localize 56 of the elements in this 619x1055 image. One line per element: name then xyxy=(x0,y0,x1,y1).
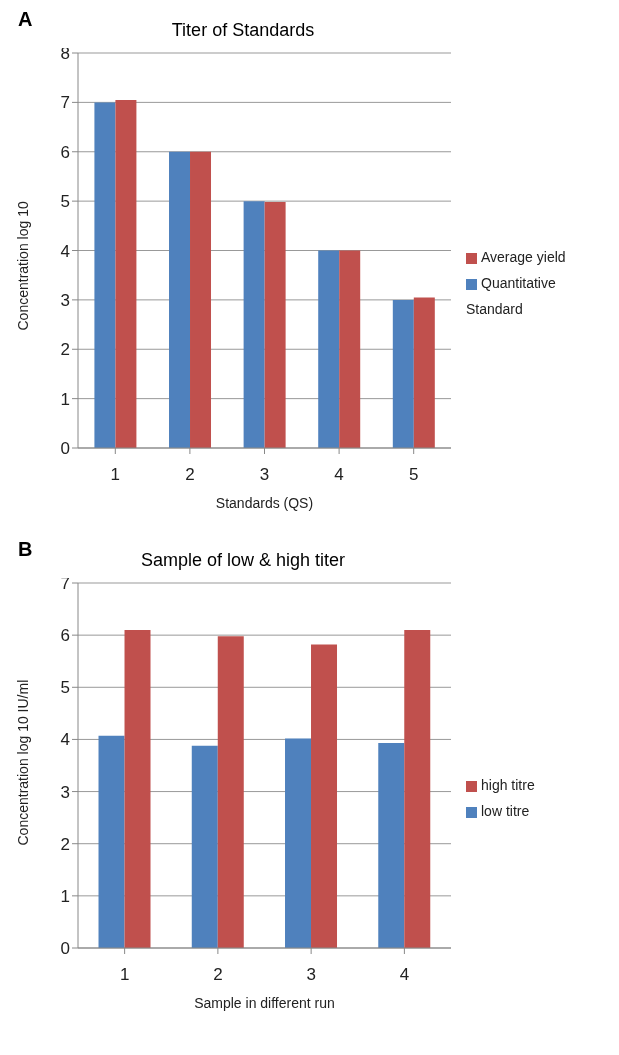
bar xyxy=(264,202,286,448)
bar xyxy=(311,644,338,948)
bar xyxy=(217,636,244,948)
bar xyxy=(190,151,212,448)
x-tick-label: 2 xyxy=(213,965,223,985)
y-axis-title: Concentration log 10 xyxy=(14,201,31,331)
y-tick-label: 4 xyxy=(60,241,70,261)
legend-label: low titre xyxy=(481,803,530,819)
x-tick-label: 3 xyxy=(259,465,270,485)
bar xyxy=(243,201,265,448)
text: A xyxy=(18,8,33,31)
y-tick-label: 3 xyxy=(60,782,70,802)
bar xyxy=(124,629,151,948)
bar xyxy=(285,738,312,948)
y-tick-label: 1 xyxy=(60,389,70,409)
x-tick-label: 3 xyxy=(306,965,316,985)
y-tick-label: 5 xyxy=(60,678,70,698)
x-axis-title: Sample in different run xyxy=(194,995,335,1011)
x-tick-label: 1 xyxy=(110,465,121,485)
bar xyxy=(98,735,125,948)
bar xyxy=(392,299,414,448)
bar xyxy=(169,151,191,448)
y-tick-label: 4 xyxy=(60,730,70,750)
y-tick-label: 1 xyxy=(60,886,70,906)
x-axis-title: Standards (QS) xyxy=(215,495,314,511)
bar xyxy=(404,629,431,948)
y-tick-label: 0 xyxy=(60,439,70,459)
x-tick-label: 2 xyxy=(185,465,195,485)
y-tick-label: 6 xyxy=(60,142,70,162)
text: B xyxy=(18,538,33,561)
y-tick-label: 0 xyxy=(60,939,70,959)
bar xyxy=(339,250,361,448)
y-tick-label: 2 xyxy=(60,340,70,360)
chart-title: Titer of Standards xyxy=(171,20,315,40)
x-tick-label: 1 xyxy=(119,965,130,985)
y-tick-label: 8 xyxy=(60,44,70,64)
x-tick-label: 5 xyxy=(408,465,419,485)
y-tick-label: 3 xyxy=(60,290,70,310)
bar xyxy=(115,99,137,448)
y-tick-label: 5 xyxy=(60,192,70,212)
bar xyxy=(94,102,116,448)
x-tick-label: 4 xyxy=(334,465,344,485)
y-tick-label: 6 xyxy=(60,626,70,646)
y-axis-title: Concentration log 10 IU/ml xyxy=(14,679,31,846)
y-tick-label: 7 xyxy=(60,93,70,113)
legend-label: high titre xyxy=(481,777,535,793)
legend-label: Quantitative Standard xyxy=(466,275,556,317)
bar xyxy=(318,250,340,448)
bar xyxy=(413,297,435,448)
bar xyxy=(378,743,405,948)
x-tick-label: 4 xyxy=(399,965,410,985)
y-tick-label: 7 xyxy=(60,574,70,594)
chart-title: Sample of low & high titer xyxy=(140,550,346,570)
bar xyxy=(191,745,218,948)
legend-label: Average yield xyxy=(481,249,566,265)
y-tick-label: 2 xyxy=(60,834,70,854)
